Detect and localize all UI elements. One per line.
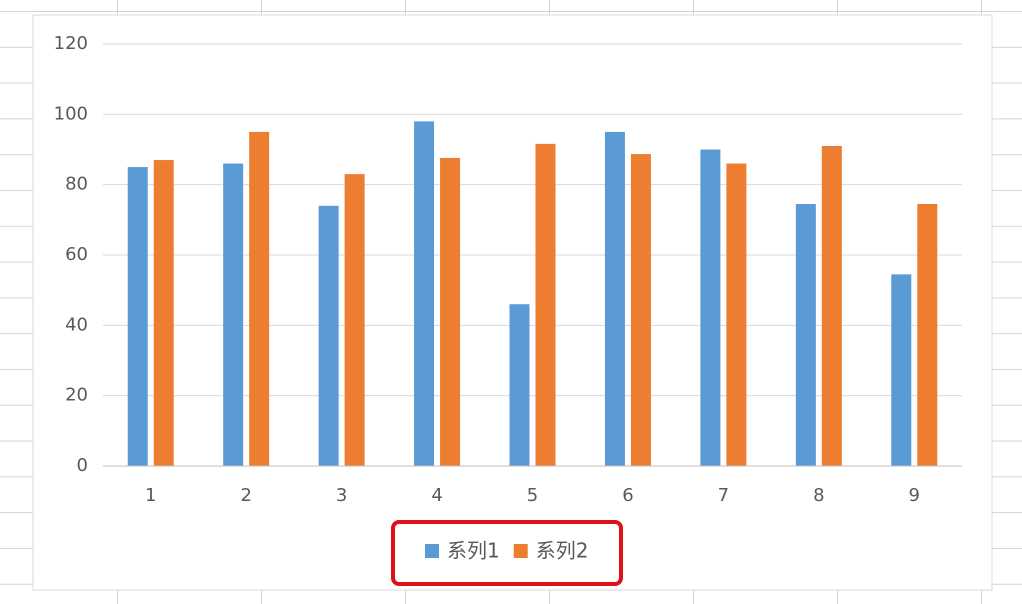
chart-area xyxy=(32,14,993,591)
bar xyxy=(223,163,244,467)
bar xyxy=(795,204,816,466)
bar xyxy=(604,131,625,466)
y-tick-label: 120 xyxy=(54,33,88,54)
bar xyxy=(891,274,912,466)
bar xyxy=(414,121,435,466)
bar xyxy=(726,163,747,467)
x-tick-label: 3 xyxy=(336,485,347,506)
x-tick-label: 9 xyxy=(909,485,920,506)
bar xyxy=(700,149,721,466)
y-tick-label: 0 xyxy=(77,455,88,476)
bar xyxy=(440,157,461,466)
bar xyxy=(344,174,365,466)
highlight-box xyxy=(391,520,623,586)
y-tick-label: 40 xyxy=(65,314,88,335)
bar xyxy=(509,304,530,466)
x-tick-label: 8 xyxy=(813,485,824,506)
bar xyxy=(821,145,842,466)
bar xyxy=(153,160,174,467)
bar xyxy=(535,143,556,466)
x-tick-label: 7 xyxy=(718,485,729,506)
x-tick-label: 6 xyxy=(622,485,633,506)
x-tick-label: 5 xyxy=(527,485,538,506)
x-tick-label: 1 xyxy=(145,485,156,506)
y-tick-label: 80 xyxy=(65,174,88,195)
bar xyxy=(249,131,270,466)
y-tick-label: 100 xyxy=(54,103,88,124)
legend-label: 系列1 xyxy=(447,539,500,563)
x-tick-label: 2 xyxy=(240,485,251,506)
bar xyxy=(318,205,339,466)
legend-swatch xyxy=(425,544,439,558)
y-tick-label: 20 xyxy=(65,385,88,406)
y-tick-label: 60 xyxy=(65,244,88,265)
bar xyxy=(917,204,938,466)
x-tick-label: 4 xyxy=(431,485,442,506)
legend-label: 系列2 xyxy=(536,539,589,563)
legend-swatch xyxy=(513,544,528,558)
legend: 系列1 系列2 xyxy=(425,539,588,563)
bar xyxy=(127,167,148,467)
bar xyxy=(630,154,651,467)
